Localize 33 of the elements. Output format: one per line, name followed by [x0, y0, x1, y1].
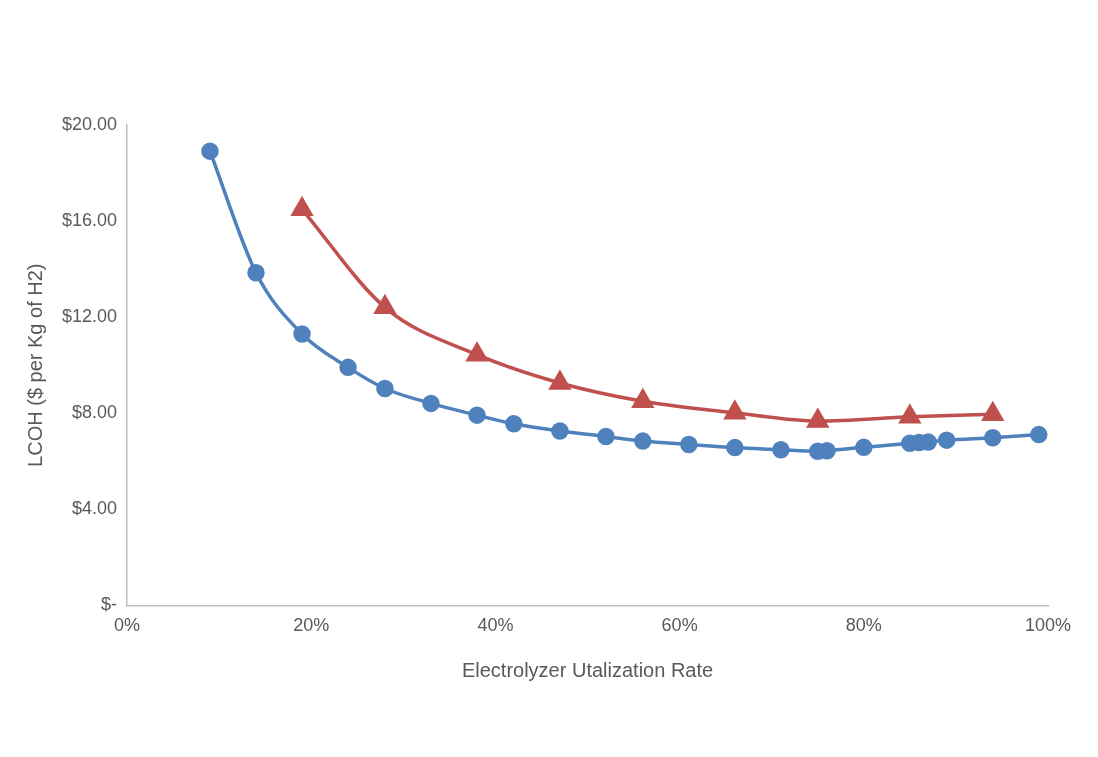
x-axis-title: Electrolyzer Utalization Rate: [461, 658, 714, 681]
y-tick-label: $12.00: [61, 306, 118, 327]
point: [726, 438, 744, 457]
point: [551, 422, 569, 440]
y-tick-label: $16.00: [61, 210, 118, 231]
point: [772, 441, 790, 459]
point: [680, 435, 698, 454]
x-tick-label: 40%: [477, 615, 514, 636]
point: [505, 415, 523, 433]
point: [422, 394, 440, 413]
point: [597, 427, 615, 446]
point: [937, 431, 956, 449]
point: [291, 197, 313, 217]
point: [634, 432, 652, 450]
y-tick-label: $20.00: [61, 113, 118, 134]
point: [376, 379, 394, 398]
x-tick-label: 100%: [1024, 615, 1072, 636]
y-axis-title: LCOH ($ per Kg of H2): [23, 263, 46, 467]
y-tick-label: $-: [101, 594, 118, 615]
point: [1030, 425, 1048, 444]
point: [339, 358, 357, 377]
x-tick-label: 20%: [293, 615, 330, 636]
point: [855, 438, 873, 457]
point: [468, 406, 486, 424]
x-tick-label: 60%: [661, 615, 698, 636]
x-tick-label: 0%: [114, 615, 141, 636]
point: [983, 428, 1002, 447]
point: [247, 263, 265, 282]
point: [293, 325, 311, 343]
y-tick-label: $4.00: [72, 498, 118, 519]
y-tick-label: $8.00: [72, 402, 118, 423]
x-tick-label: 80%: [845, 615, 882, 636]
point: [201, 142, 219, 160]
